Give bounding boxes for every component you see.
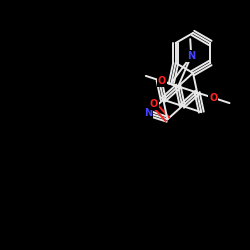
- Text: N: N: [144, 108, 152, 118]
- Text: N: N: [187, 51, 195, 61]
- Text: O: O: [158, 76, 166, 86]
- Text: O: O: [209, 93, 218, 103]
- Text: O: O: [150, 100, 158, 110]
